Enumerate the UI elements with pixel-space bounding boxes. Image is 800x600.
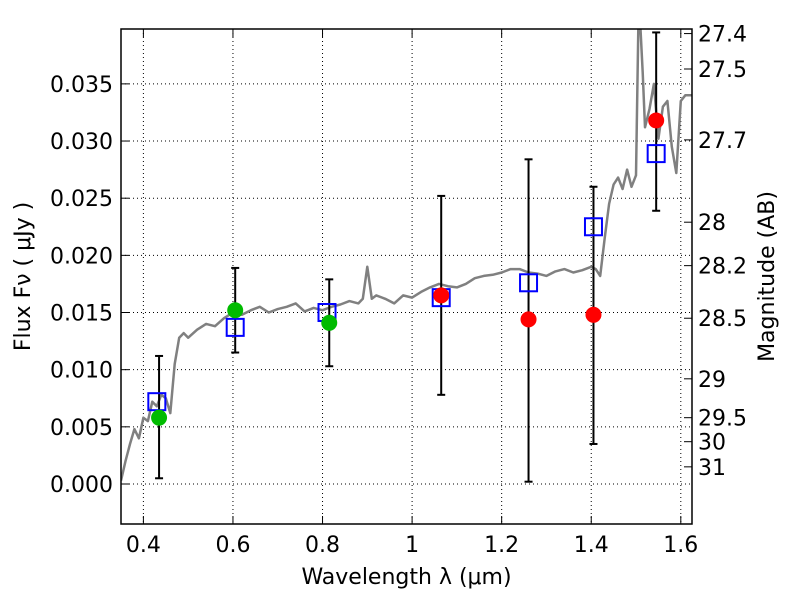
ir-photometry-point-3 xyxy=(648,112,665,129)
hst-photometry-point-1 xyxy=(227,302,244,319)
grid xyxy=(121,29,692,524)
right-tick-label-6: 29 xyxy=(698,368,726,393)
ir-photometry-point-2 xyxy=(585,306,602,323)
y-tick-label-7: 0.035 xyxy=(50,73,113,98)
right-tick-label-7: 29.5 xyxy=(698,407,747,432)
plot-frame xyxy=(120,28,693,525)
marker-layer xyxy=(147,112,666,426)
y-axis-label-text: Flux Fν ( μJy ) xyxy=(11,202,36,351)
y-tick-label-5: 0.025 xyxy=(50,187,113,212)
right-tick-label-1: 27.5 xyxy=(698,58,747,83)
right-tick-label-0: 27.4 xyxy=(698,23,747,48)
y-tick-label-4: 0.020 xyxy=(50,244,113,269)
x-tick-label-5: 1.4 xyxy=(574,533,609,558)
x-tick-label-1: 0.6 xyxy=(215,533,250,558)
spectrum-layer xyxy=(121,29,692,481)
ir-photometry-point-1 xyxy=(520,311,537,328)
hst-photometry-point-2 xyxy=(321,314,338,331)
right-tick-label-9: 31 xyxy=(698,456,726,481)
y-tick-label-3: 0.015 xyxy=(50,302,113,327)
hst-photometry-point-0 xyxy=(151,409,168,426)
x-tick-label-6: 1.6 xyxy=(663,533,698,558)
spectrum-line xyxy=(121,29,692,481)
right-tick-label-4: 28.2 xyxy=(698,255,747,280)
right-tick-label-3: 28 xyxy=(698,211,726,236)
x-tick-label-3: 1 xyxy=(405,533,419,558)
errorbar-layer xyxy=(155,31,661,483)
x-tick-label-0: 0.4 xyxy=(126,533,161,558)
right-tick-label-8: 30 xyxy=(698,431,726,456)
ir-photometry-point-0 xyxy=(433,287,450,304)
y-tick-label-0: 0.000 xyxy=(50,473,113,498)
y-axis-label: Flux Fν ( μJy ) xyxy=(11,202,36,351)
model-photometry-square-4 xyxy=(519,273,539,293)
y-tick-label-1: 0.005 xyxy=(50,416,113,441)
model-photometry-square-5 xyxy=(583,217,603,237)
x-axis-label: Wavelength λ (μm) xyxy=(301,565,511,590)
right-tick-label-5: 28.5 xyxy=(698,307,747,332)
model-photometry-square-1 xyxy=(225,317,245,337)
model-photometry-square-6 xyxy=(646,144,666,164)
y-tick-label-2: 0.010 xyxy=(50,359,113,384)
right-axis-label: Magnitude (AB) xyxy=(755,191,780,362)
x-tick-label-4: 1.2 xyxy=(484,533,519,558)
x-tick-label-2: 0.8 xyxy=(305,533,340,558)
y-tick-label-6: 0.030 xyxy=(50,130,113,155)
tick-layer: 0.4 0.6 0.8 1 1.2 1.4 1.6 0.000 0.005 0.010 0.015 0… xyxy=(50,23,747,558)
right-tick-label-2: 27.7 xyxy=(698,129,747,154)
